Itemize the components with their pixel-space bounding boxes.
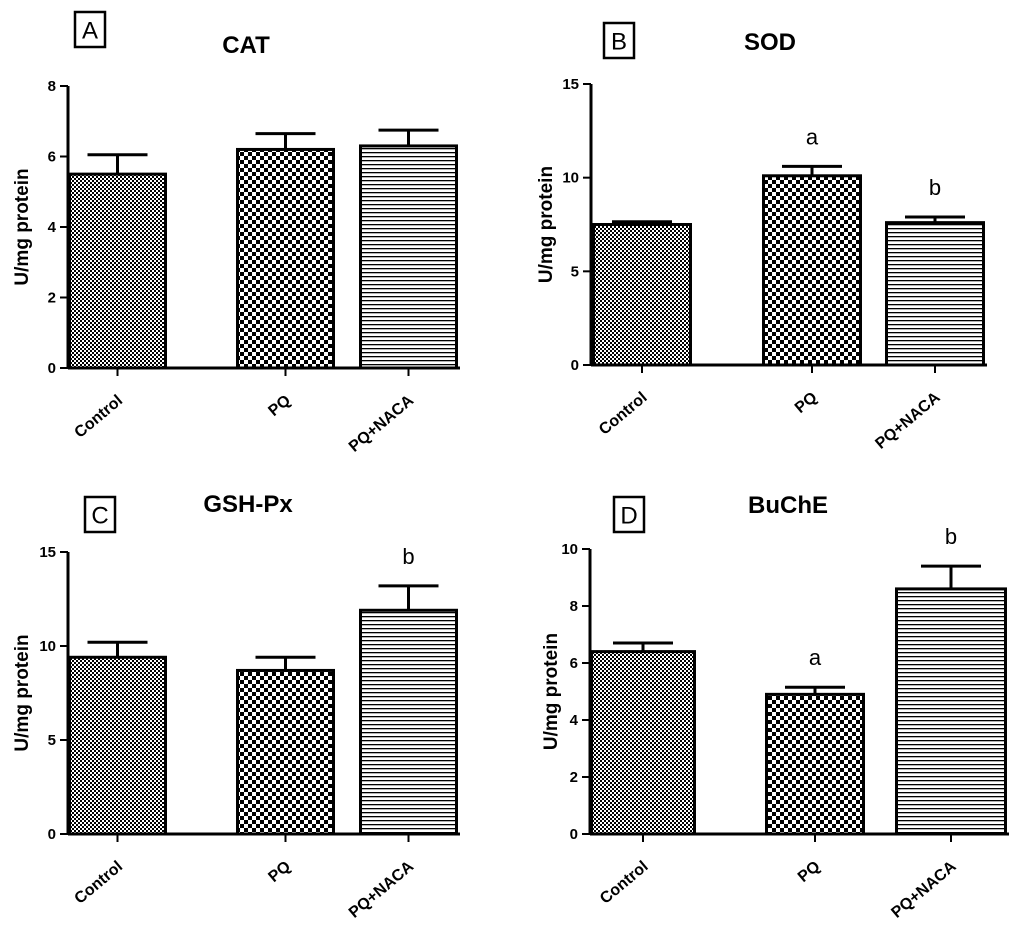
significance-letter: b (929, 175, 941, 200)
y-tick-label: 2 (48, 290, 56, 307)
y-tick-label: 10 (562, 170, 579, 187)
y-tick-label: 8 (48, 78, 56, 95)
y-tick-label: 0 (48, 360, 56, 377)
y-axis-label: U/mg protein (12, 168, 33, 285)
y-axis-label: U/mg protein (541, 633, 562, 750)
bar-control (68, 172, 167, 370)
x-tick-label: PQ+NACA (888, 858, 960, 922)
x-tick-label: PQ (792, 389, 821, 417)
panel-letter-box (602, 21, 636, 60)
bar-pq (236, 668, 335, 836)
panel-letter: A (82, 18, 98, 45)
significance-letter: b (945, 524, 957, 549)
y-tick-label: 8 (570, 598, 578, 615)
y-tick-label: 6 (48, 149, 56, 166)
y-tick-label: 10 (561, 541, 578, 558)
y-tick-label: 0 (570, 826, 578, 843)
bar-control (590, 650, 696, 836)
chart-title: BuChE (748, 492, 828, 519)
bar-pq (765, 692, 865, 836)
y-tick-label: 15 (562, 76, 579, 93)
y-tick-label: 15 (39, 544, 56, 561)
chart-panel-c: C GSH-Px U/mg protein Control PQ b PQ+NACA 0 5 10… (12, 491, 460, 922)
y-tick-label: 2 (570, 769, 578, 786)
panel-letter-box (612, 495, 646, 534)
panel-letter: C (91, 503, 108, 530)
x-tick-label: PQ (265, 858, 294, 886)
x-tick-label: PQ+NACA (346, 858, 418, 922)
bar-pq-naca (885, 221, 985, 367)
y-axis-label: U/mg protein (536, 166, 557, 283)
panel-letter-box (83, 495, 117, 534)
y-tick-label: 5 (571, 263, 579, 280)
x-tick-label: Control (597, 858, 651, 908)
x-tick-label: Control (72, 392, 126, 442)
panel-letter: B (611, 29, 627, 56)
y-tick-label: 0 (571, 357, 579, 374)
chart-title: GSH-Px (203, 491, 293, 518)
y-tick-label: 4 (48, 219, 57, 236)
bar-control (592, 223, 692, 367)
x-tick-label: PQ (265, 392, 294, 420)
x-tick-label: PQ+NACA (346, 392, 418, 456)
x-tick-label: Control (72, 858, 126, 908)
bar-pq-naca (895, 587, 1007, 836)
significance-letter: a (809, 645, 822, 670)
chart-panel-b: B SOD U/mg protein Control a PQ b PQ+NACA 0 5 10 15 (536, 21, 987, 453)
panel-letter-box (73, 10, 107, 49)
chart-panel-a: A CAT U/mg protein Control PQ PQ+NACA 0 2 4 6 8 (12, 10, 460, 456)
bar-pq-naca (359, 144, 458, 370)
chart-title: CAT (222, 32, 270, 59)
y-tick-label: 4 (570, 712, 579, 729)
bar-pq (236, 147, 335, 370)
bar-pq-naca (359, 608, 458, 836)
significance-letter: b (402, 544, 414, 569)
y-tick-label: 6 (570, 655, 578, 672)
chart-title: SOD (744, 29, 796, 56)
y-tick-label: 0 (48, 826, 56, 843)
x-tick-label: PQ (795, 858, 824, 886)
y-axis-label: U/mg protein (12, 634, 33, 751)
bar-control (68, 655, 167, 836)
significance-letter: a (806, 124, 819, 149)
chart-panel-d: D BuChE U/mg protein Control a PQ b PQ+NACA 0 2 4 6… (541, 492, 1009, 922)
x-tick-label: PQ+NACA (872, 389, 944, 453)
x-tick-label: Control (596, 389, 650, 439)
y-tick-label: 5 (48, 732, 56, 749)
y-tick-label: 10 (39, 638, 56, 655)
panel-letter: D (620, 503, 637, 530)
bar-pq (762, 174, 862, 367)
